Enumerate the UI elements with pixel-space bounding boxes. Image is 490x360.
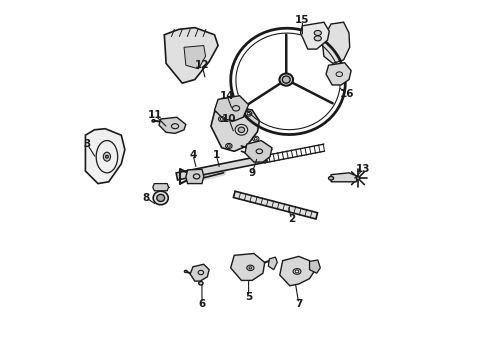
Ellipse shape	[227, 145, 230, 147]
Polygon shape	[269, 257, 277, 270]
Ellipse shape	[220, 118, 223, 120]
Ellipse shape	[329, 176, 334, 180]
Polygon shape	[176, 155, 267, 180]
Text: 12: 12	[195, 60, 209, 70]
Ellipse shape	[238, 127, 245, 132]
Text: 1: 1	[213, 150, 220, 160]
Text: 14: 14	[220, 91, 234, 101]
Ellipse shape	[356, 177, 360, 180]
Text: 11: 11	[148, 111, 163, 121]
Ellipse shape	[279, 73, 293, 86]
Text: 3: 3	[84, 139, 91, 149]
Polygon shape	[331, 173, 358, 182]
Polygon shape	[190, 264, 209, 281]
Ellipse shape	[105, 155, 108, 158]
Polygon shape	[85, 129, 125, 184]
Polygon shape	[280, 256, 314, 286]
Text: 15: 15	[295, 15, 310, 26]
Ellipse shape	[247, 112, 250, 115]
Ellipse shape	[184, 270, 187, 273]
Polygon shape	[300, 22, 329, 49]
Polygon shape	[153, 184, 169, 191]
Polygon shape	[186, 169, 204, 184]
Text: 8: 8	[143, 193, 150, 203]
Polygon shape	[233, 191, 318, 219]
Text: 7: 7	[295, 299, 302, 309]
Text: 13: 13	[356, 164, 370, 174]
Polygon shape	[326, 63, 351, 85]
Ellipse shape	[254, 138, 257, 140]
Polygon shape	[231, 253, 265, 280]
Ellipse shape	[153, 191, 168, 205]
Ellipse shape	[249, 267, 252, 269]
Text: 16: 16	[340, 89, 354, 99]
Polygon shape	[215, 96, 248, 121]
Text: 9: 9	[248, 168, 256, 178]
Ellipse shape	[282, 76, 290, 83]
Ellipse shape	[314, 31, 321, 36]
Ellipse shape	[199, 282, 203, 285]
Polygon shape	[184, 45, 205, 69]
Polygon shape	[245, 140, 272, 162]
Text: 6: 6	[198, 299, 206, 309]
Text: 4: 4	[189, 150, 196, 160]
Text: 5: 5	[245, 292, 252, 302]
Polygon shape	[211, 107, 259, 151]
Ellipse shape	[103, 152, 111, 161]
Text: 10: 10	[221, 114, 236, 124]
Polygon shape	[159, 117, 186, 134]
Polygon shape	[310, 260, 320, 273]
Ellipse shape	[314, 36, 321, 41]
Polygon shape	[164, 28, 218, 83]
Ellipse shape	[295, 270, 299, 273]
Ellipse shape	[157, 194, 165, 202]
Text: 2: 2	[288, 215, 295, 224]
Polygon shape	[322, 22, 350, 63]
Ellipse shape	[152, 120, 155, 122]
